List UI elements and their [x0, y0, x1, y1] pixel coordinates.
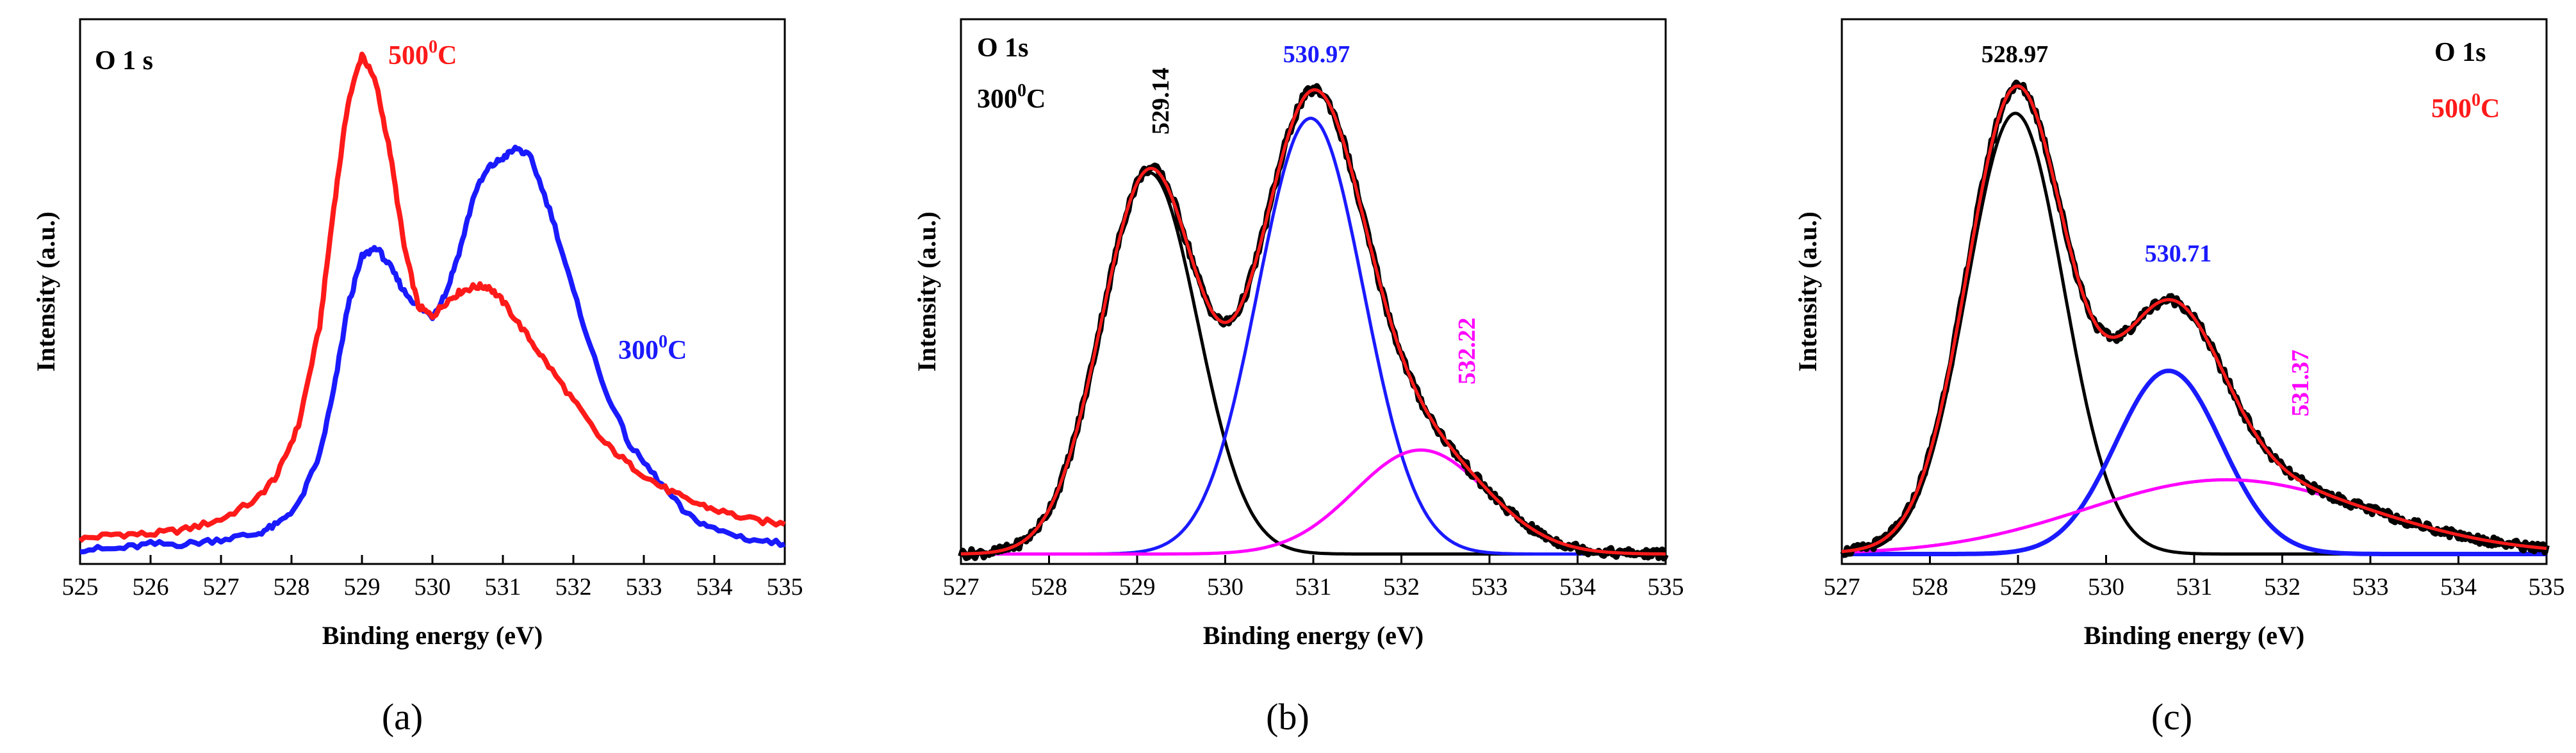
panel-c: 527 528 529 530 531 532 533 534 535 O 1s 5000C 5… — [1793, 18, 2565, 738]
x-axis-ticks-c: 527 528 529 530 531 532 533 534 535 — [1824, 555, 2565, 600]
x-axis-ticks-b: 527 528 529 530 531 532 533 534 535 — [943, 555, 1684, 600]
peak-label-b-1: 529.14 — [1147, 68, 1174, 135]
x-axis-title-b: Binding energy (eV) — [1203, 621, 1423, 650]
measured-curve-b — [958, 83, 1669, 562]
panel-label-c: (c) — [2151, 696, 2192, 738]
x-tick-label-b-531: 531 — [1295, 574, 1332, 600]
peak-label-b-3: 532.22 — [1454, 318, 1481, 385]
x-tick-label-a-533: 533 — [626, 574, 662, 600]
x-tick-label-a-528: 528 — [274, 574, 310, 600]
annotation-temp-c: 5000C — [2431, 90, 2500, 124]
x-tick-label-b-529: 529 — [1119, 574, 1156, 600]
x-tick-label-a-532: 532 — [555, 574, 592, 600]
y-axis-title-a: Intensity (a.u.) — [31, 211, 60, 372]
x-tick-label-b-528: 528 — [1031, 574, 1067, 600]
x-tick-label-c-532: 532 — [2264, 574, 2301, 600]
fit-envelope-c — [1841, 84, 2547, 554]
annotation-o1s-c: O 1s — [2434, 38, 2486, 67]
x-tick-label-c-528: 528 — [1912, 574, 1948, 600]
component-peak-b-1 — [961, 171, 1666, 556]
component-peak-b-2 — [961, 117, 1666, 556]
x-axis-ticks-a: 525 526 527 528 529 530 531 532 533 534 535 — [62, 555, 803, 600]
x-tick-label-c-533: 533 — [2352, 574, 2389, 600]
x-tick-label-a-526: 526 — [133, 574, 169, 600]
peak-label-b-2: 530.97 — [1283, 41, 1350, 68]
x-tick-label-a-531: 531 — [485, 574, 521, 600]
x-tick-label-a-530: 530 — [414, 574, 451, 600]
y-axis-title-b: Intensity (a.u.) — [912, 211, 941, 372]
x-tick-label-a-529: 529 — [344, 574, 381, 600]
x-tick-label-c-527: 527 — [1824, 574, 1860, 600]
x-tick-label-c-535: 535 — [2529, 574, 2565, 600]
peak-label-c-3: 531.37 — [2287, 350, 2314, 417]
peak-label-c-1: 528.97 — [1981, 41, 2049, 68]
plot-frame-a — [79, 18, 786, 565]
component-peak-c-1 — [1841, 112, 2547, 556]
component-peak-c-2 — [1841, 368, 2547, 556]
x-tick-label-b-534: 534 — [1559, 574, 1596, 600]
x-tick-label-b-535: 535 — [1648, 574, 1684, 600]
x-tick-label-a-527: 527 — [203, 574, 240, 600]
panel-label-a: (a) — [382, 696, 423, 738]
annotation-o1s-a: O 1 s — [95, 46, 153, 76]
x-tick-label-b-533: 533 — [1472, 574, 1508, 600]
panel-b: 527 528 529 530 531 532 533 534 535 O 1s 3000C 5… — [912, 18, 1684, 738]
fit-envelope-b — [961, 88, 1666, 556]
series-group-c — [1840, 79, 2550, 559]
panel-label-b: (b) — [1266, 696, 1309, 738]
x-tick-label-b-532: 532 — [1383, 574, 1420, 600]
annotation-o1s-b: O 1s — [977, 33, 1029, 63]
peak-label-c-2: 530.71 — [2145, 240, 2212, 267]
x-axis-title-c: Binding energy (eV) — [2084, 621, 2304, 650]
legend-500c-a: 5000C — [388, 37, 457, 70]
y-axis-title-c: Intensity (a.u.) — [1793, 211, 1822, 372]
x-tick-label-c-530: 530 — [2088, 574, 2124, 600]
series-line-a-500c — [78, 51, 786, 543]
x-tick-label-b-530: 530 — [1207, 574, 1243, 600]
x-tick-label-c-534: 534 — [2440, 574, 2477, 600]
plot-frame-b — [960, 18, 1667, 565]
x-tick-label-a-534: 534 — [696, 574, 733, 600]
x-axis-title-a: Binding energy (eV) — [322, 621, 543, 650]
x-tick-label-b-527: 527 — [943, 574, 980, 600]
x-tick-label-c-529: 529 — [2000, 574, 2037, 600]
panel-a: 525 526 527 528 529 530 531 532 533 534 535 O 1 s … — [31, 18, 803, 738]
x-tick-label-a-525: 525 — [62, 574, 99, 600]
component-peak-c-3 — [1841, 478, 2547, 554]
x-tick-label-c-531: 531 — [2176, 574, 2213, 600]
series-group-b — [958, 83, 1669, 562]
legend-300c-a: 3000C — [618, 332, 687, 365]
series-group-a — [78, 51, 786, 555]
x-tick-label-a-535: 535 — [767, 574, 803, 600]
annotation-temp-b: 3000C — [977, 81, 1046, 114]
